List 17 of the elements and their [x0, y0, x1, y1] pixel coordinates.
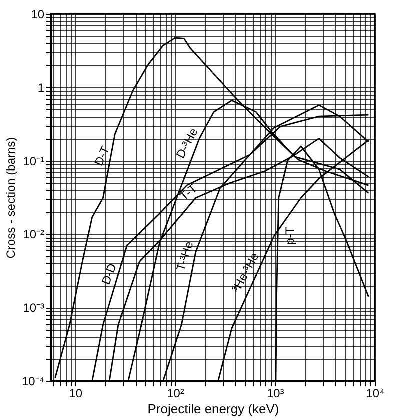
- x-tick-label: 10²: [167, 386, 184, 400]
- y-tick-label: 1: [38, 80, 45, 95]
- y-tick-label: 10: [31, 8, 45, 22]
- y-tick-label: 10⁻³: [23, 301, 45, 316]
- x-tick-label: 10: [69, 386, 83, 400]
- x-axis-title: Projectile energy (keV): [148, 402, 280, 416]
- y-tick-label: 10⁻²: [23, 228, 45, 242]
- text: T-³He: [174, 240, 196, 273]
- x-tick-label: 10⁴: [366, 386, 385, 400]
- text: p-T: [283, 226, 298, 245]
- y-tick-label: 10⁻¹: [23, 154, 45, 168]
- x-tick-label: 10³: [266, 386, 284, 400]
- y-tick-label: 10⁻⁴: [22, 374, 44, 388]
- y-axis-title: Cross - section (barns): [4, 137, 18, 259]
- text: T-T: [177, 180, 200, 204]
- text: D-D: [98, 262, 120, 287]
- text: D-T: [92, 144, 113, 168]
